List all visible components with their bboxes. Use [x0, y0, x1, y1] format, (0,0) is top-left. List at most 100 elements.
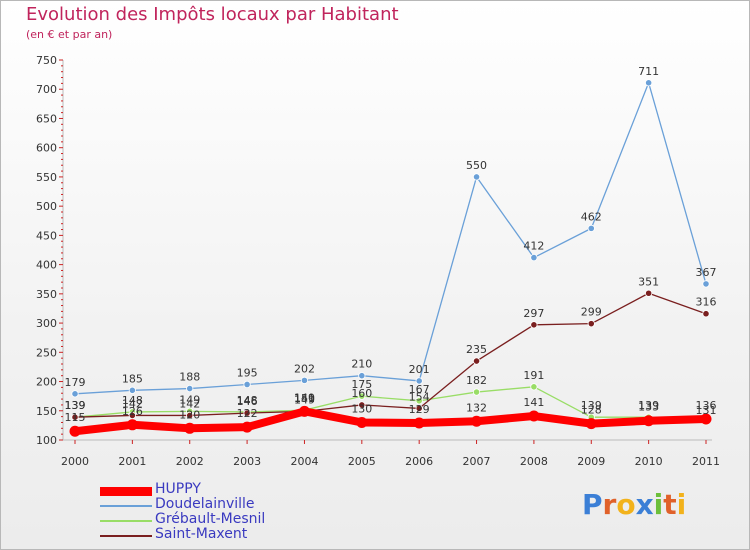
data-label-0: 141 [523, 396, 544, 409]
data-point-0 [69, 425, 81, 437]
data-label-0: 132 [466, 401, 487, 414]
data-point-1 [186, 384, 194, 393]
logo-letter: i [653, 488, 664, 521]
data-label-1: 210 [351, 358, 372, 371]
data-point-0 [643, 415, 655, 427]
data-label-2: 175 [351, 378, 372, 391]
data-point-0 [126, 419, 138, 431]
chart-title: Evolution des Impôts locaux par Habitant [26, 4, 399, 25]
data-label-2: 182 [466, 374, 487, 387]
data-label-3: 299 [581, 306, 602, 319]
data-label-2: 151 [294, 392, 315, 405]
data-label-1: 202 [294, 362, 315, 375]
data-point-3 [472, 357, 481, 365]
x-tick-label: 2005 [348, 455, 376, 468]
x-tick-label: 2009 [577, 455, 605, 468]
data-label-1: 462 [581, 210, 602, 223]
data-label-1: 711 [638, 65, 659, 78]
logo-letter: P [582, 488, 603, 521]
logo-letter: i [676, 488, 687, 521]
data-label-1: 550 [466, 159, 487, 172]
x-tick-label: 2008 [520, 455, 548, 468]
data-label-2: 139 [638, 399, 659, 412]
data-point-3 [358, 401, 366, 409]
data-label-1: 188 [179, 371, 200, 384]
data-point-1 [71, 390, 79, 398]
data-label-3: 146 [237, 395, 258, 408]
x-tick-label: 2000 [61, 455, 89, 468]
y-tick-label: 650 [36, 112, 57, 125]
data-label-3: 142 [179, 397, 200, 410]
data-label-1: 412 [523, 240, 544, 253]
data-point-1 [702, 280, 710, 288]
x-tick-label: 2007 [463, 455, 491, 468]
data-label-3: 149 [294, 393, 315, 406]
data-point-0 [298, 405, 310, 417]
data-label-3: 351 [638, 275, 659, 288]
y-tick-label: 700 [36, 83, 57, 96]
data-point-0 [184, 422, 196, 434]
legend-swatch [100, 505, 152, 507]
x-tick-label: 2002 [176, 455, 204, 468]
series-line-3 [74, 292, 707, 418]
data-label-0: 120 [179, 408, 200, 421]
data-label-0: 129 [409, 403, 430, 416]
data-point-2 [358, 392, 366, 400]
data-point-2 [472, 388, 481, 396]
data-point-2 [530, 383, 538, 391]
data-label-2: 149 [179, 393, 200, 406]
data-label-0: 128 [581, 404, 602, 417]
data-point-0 [241, 421, 253, 433]
data-point-0 [700, 413, 712, 425]
data-point-3 [71, 413, 79, 421]
data-point-3 [587, 320, 595, 328]
data-label-3: 316 [696, 296, 717, 309]
legend-label: Saint-Maxent [155, 526, 248, 542]
data-label-3: 235 [466, 343, 487, 356]
x-tick-label: 2004 [290, 455, 318, 468]
data-label-3: 142 [122, 397, 143, 410]
legend-swatch [100, 520, 152, 522]
x-tick-label: 2011 [692, 455, 720, 468]
y-tick-label: 150 [36, 405, 57, 418]
data-point-0 [471, 415, 483, 427]
x-tick-label: 2001 [118, 455, 146, 468]
data-point-1 [128, 386, 136, 394]
data-label-2: 131 [696, 404, 717, 417]
y-tick-label: 600 [36, 142, 57, 155]
data-point-1 [472, 173, 481, 181]
data-label-1: 201 [409, 363, 430, 376]
data-label-3: 160 [351, 387, 372, 400]
x-tick-label: 2010 [635, 455, 663, 468]
data-label-3: 297 [523, 307, 544, 320]
data-label-0: 149 [294, 391, 315, 404]
data-point-3 [415, 404, 423, 413]
data-point-1 [415, 377, 423, 385]
y-tick-label: 450 [36, 229, 57, 242]
series-line-2 [74, 386, 707, 423]
data-label-0: 130 [351, 402, 372, 415]
data-label-2: 148 [122, 394, 143, 407]
data-point-1 [300, 376, 309, 384]
data-label-3: 154 [409, 390, 430, 403]
data-label-0: 133 [638, 401, 659, 414]
data-label-3: 139 [65, 399, 86, 412]
data-point-3 [186, 411, 194, 420]
data-point-0 [356, 416, 368, 428]
y-tick-label: 100 [36, 434, 57, 447]
series-line-0 [71, 407, 710, 436]
data-point-1 [358, 372, 366, 380]
y-tick-label: 300 [36, 317, 57, 330]
data-point-3 [702, 310, 710, 318]
legend-swatch [100, 535, 152, 537]
legend-label: HUPPY [155, 481, 201, 497]
data-point-3 [530, 321, 538, 329]
x-tick-label: 2003 [233, 455, 261, 468]
proxiti-logo: Proxiti [582, 488, 686, 521]
data-label-1: 367 [696, 266, 717, 279]
data-point-0 [585, 418, 597, 430]
logo-letter: r [602, 488, 617, 521]
data-point-1 [243, 380, 251, 389]
